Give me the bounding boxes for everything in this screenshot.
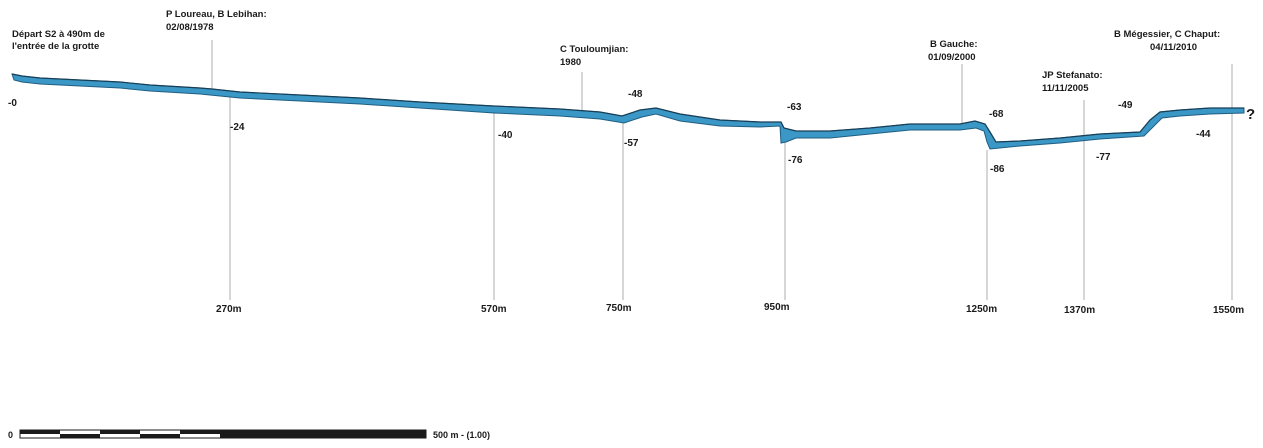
annotation-stefanato-name: JP Stefanato: <box>1042 70 1103 81</box>
scale-bar: 0 500 m - (1.00) <box>8 429 490 440</box>
scale-bar-label: 500 m - (1.00) <box>433 430 490 440</box>
cave-passage <box>11 73 1245 150</box>
annotation-loureau-date: 02/08/1978 <box>166 22 214 33</box>
depth-label: -57 <box>624 138 639 149</box>
depth-label: -63 <box>787 102 802 113</box>
depth-labels: -0 -24 -40 -48 -57 -63 -76 -68 -86 -77 -… <box>8 89 1211 175</box>
depth-label: -40 <box>498 130 513 141</box>
distance-label: 950m <box>764 302 790 313</box>
annotation-touloumjian-date: 1980 <box>560 57 581 68</box>
depth-label: -48 <box>628 89 643 100</box>
depth-label: -68 <box>989 109 1004 120</box>
unexplored-end-mark: ? <box>1246 106 1255 123</box>
distance-label: 1250m <box>966 304 997 315</box>
depth-label: -24 <box>230 122 245 133</box>
explorer-annotations: P Loureau, B Lebihan: 02/08/1978 C Toulo… <box>166 9 1220 94</box>
depth-label: -49 <box>1118 100 1133 111</box>
distance-label: 1370m <box>1064 305 1095 316</box>
depth-label: -44 <box>1196 129 1211 140</box>
guide-lines <box>211 40 1233 300</box>
scale-bar-zero: 0 <box>8 430 13 440</box>
annotation-touloumjian-name: C Touloumjian: <box>560 44 628 55</box>
annotation-megessier-names: B Mégessier, C Chaput: <box>1114 29 1220 40</box>
cave-passage-ceiling <box>11 73 1244 143</box>
annotation-gauche-name: B Gauche: <box>930 39 978 50</box>
distance-label: 1550m <box>1213 305 1244 316</box>
scale-bar-segments <box>20 430 426 438</box>
distance-labels: 270m 570m 750m 950m 1250m 1370m 1550m <box>216 302 1244 316</box>
distance-label: 270m <box>216 304 242 315</box>
distance-label: 570m <box>481 304 507 315</box>
annotation-stefanato-date: 11/11/2005 <box>1042 83 1089 94</box>
depth-label: -86 <box>990 164 1005 175</box>
start-label-line1: Départ S2 à 490m de <box>12 29 105 40</box>
annotation-gauche-date: 01/09/2000 <box>928 52 976 63</box>
annotation-loureau-names: P Loureau, B Lebihan: <box>166 9 267 20</box>
distance-label: 750m <box>606 303 632 314</box>
depth-label: -76 <box>788 155 803 166</box>
start-label: Départ S2 à 490m de l'entrée de la grott… <box>12 29 105 52</box>
start-label-line2: l'entrée de la grotte <box>12 41 99 52</box>
annotation-megessier-date: 04/11/2010 <box>1150 42 1197 53</box>
depth-label: -0 <box>8 98 17 109</box>
depth-label: -77 <box>1096 152 1111 163</box>
